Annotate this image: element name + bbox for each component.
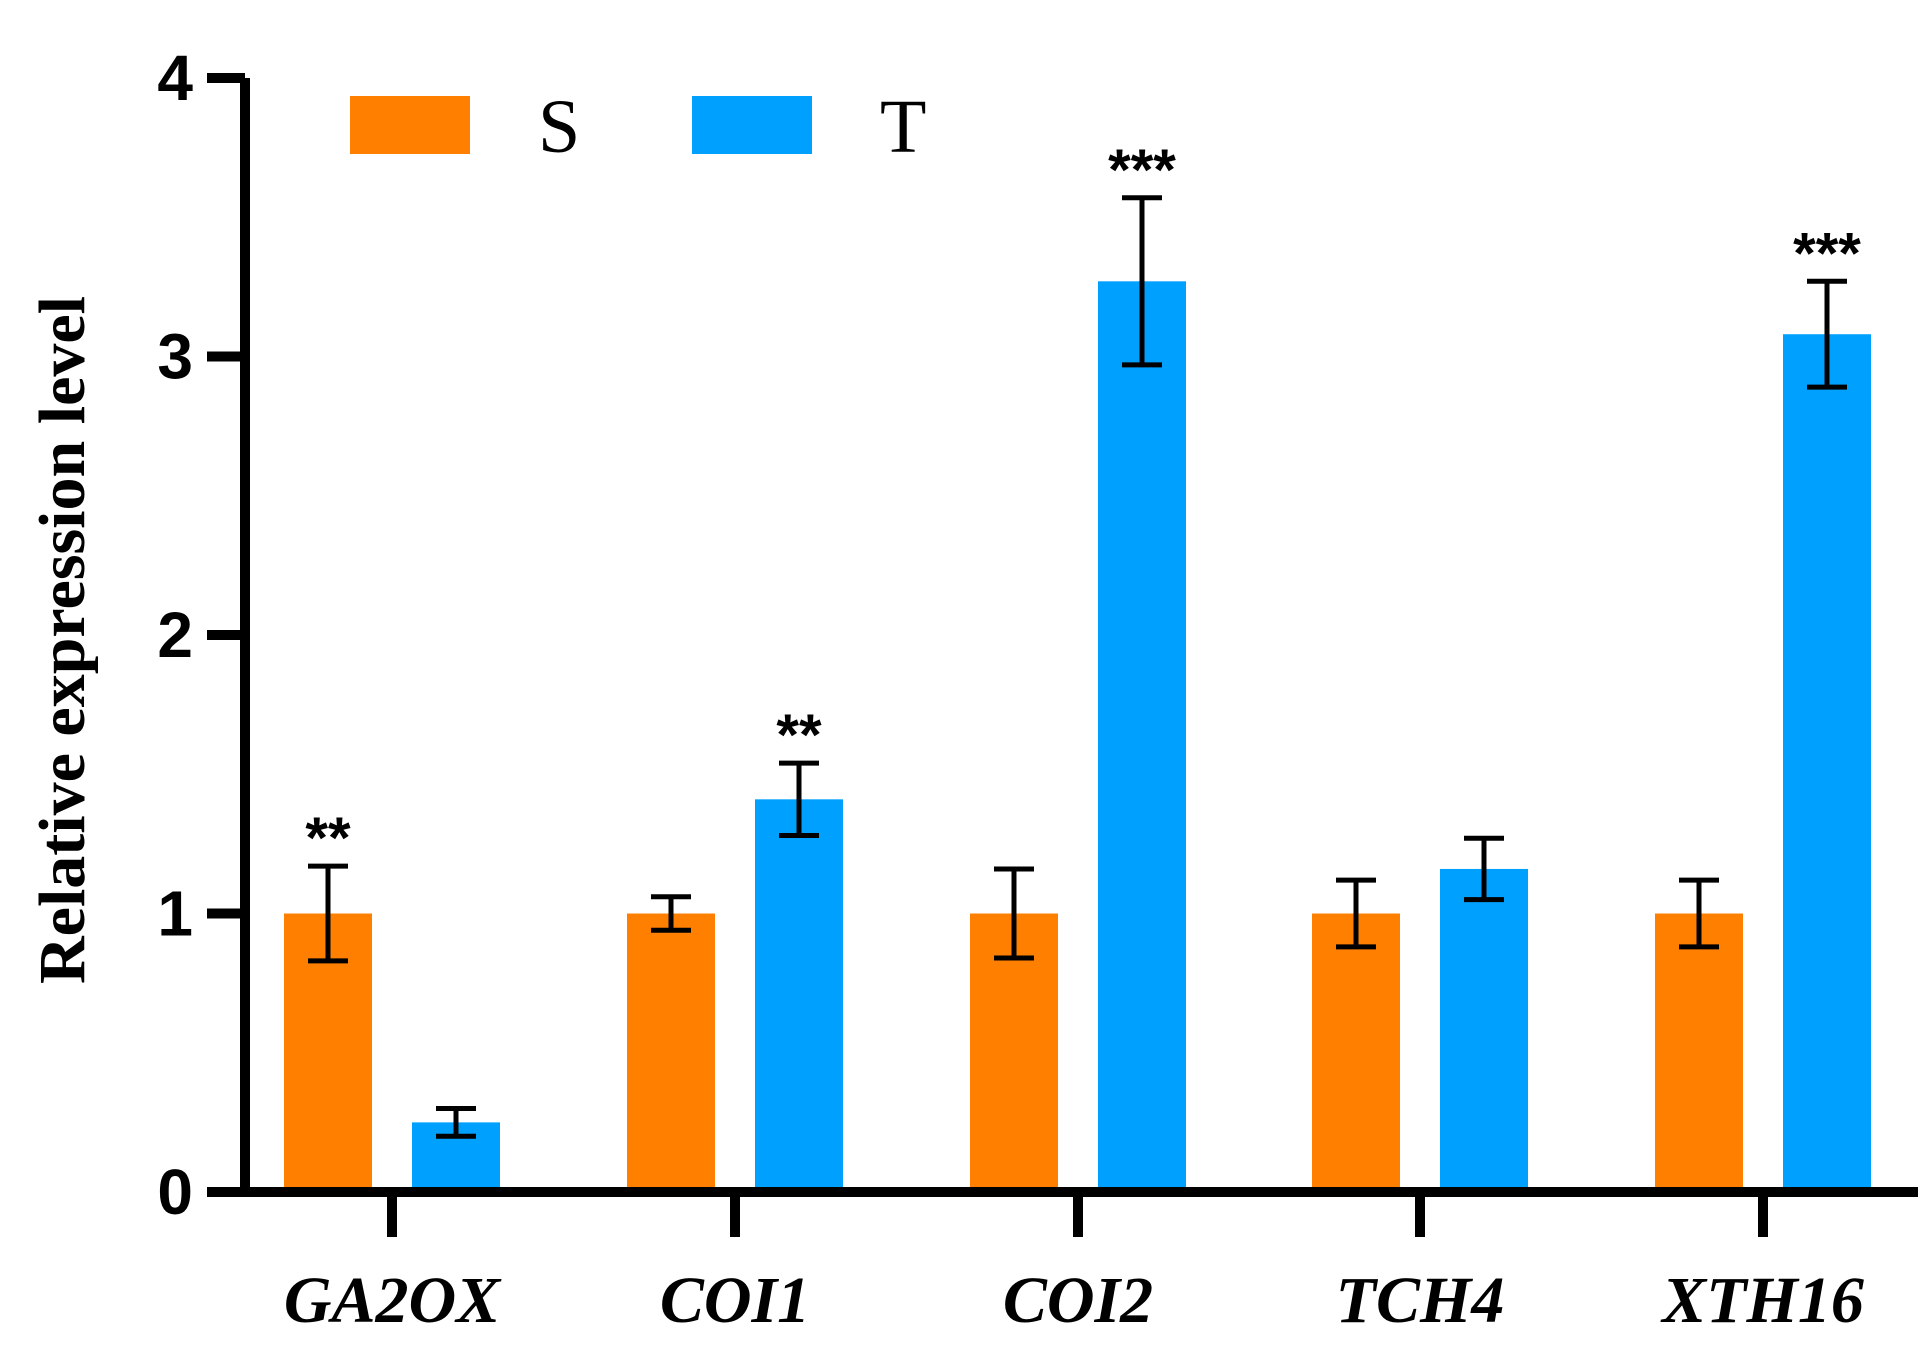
y-tick-label-0: 0: [157, 1156, 193, 1228]
significance-label-COI1: **: [776, 703, 822, 768]
y-axis-title: Relative expression level: [26, 296, 99, 984]
bar-T-COI2: [1098, 281, 1186, 1192]
legend-swatch-T: [692, 96, 812, 154]
bar-T-XTH16: [1783, 334, 1871, 1193]
bars-layer: [284, 281, 1871, 1193]
y-tick-label-4: 4: [157, 42, 193, 114]
x-tick-label-XTH16: XTH16: [1660, 1264, 1864, 1337]
legend-label-T: T: [880, 85, 926, 169]
x-tick-label-COI1: COI1: [660, 1264, 810, 1337]
axes-layer: [207, 73, 1918, 1237]
y-tick-label-1: 1: [157, 878, 193, 950]
bar-S-TCH4: [1312, 913, 1400, 1192]
labels-layer: 0 1 2 3 4 GA2OX COI1 COI2 TCH4 XTH16 Relative expr…: [26, 42, 1864, 1337]
significance-label-XTH16: ***: [1793, 221, 1861, 286]
x-tick-label-TCH4: TCH4: [1336, 1264, 1505, 1337]
bar-T-COI1: [755, 799, 843, 1192]
bar-S-COI1: [627, 913, 715, 1192]
legend-label-S: S: [538, 85, 580, 169]
bar-S-XTH16: [1655, 913, 1743, 1192]
significance-label-COI2: ***: [1108, 138, 1176, 203]
error-bars-layer: [308, 195, 1847, 1139]
x-tick-label-COI2: COI2: [1003, 1264, 1153, 1337]
bar-T-TCH4: [1440, 868, 1528, 1192]
y-tick-label-2: 2: [157, 599, 193, 671]
y-tick-label-3: 3: [157, 321, 193, 393]
x-tick-label-GA2OX: GA2OX: [284, 1264, 502, 1337]
legend-swatch-S: [350, 96, 470, 154]
significance-label-GA2OX: **: [305, 806, 351, 871]
